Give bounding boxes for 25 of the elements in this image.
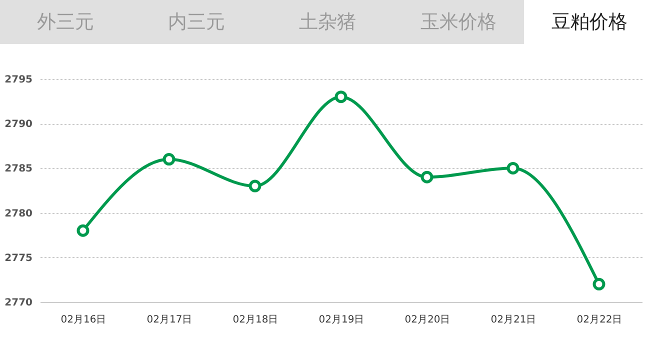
x-tick-label: 02月22日 <box>576 314 622 326</box>
x-tick-label: 02月20日 <box>404 314 450 326</box>
y-tick-label: 2795 <box>4 74 33 86</box>
x-tick-label: 02月21日 <box>490 314 536 326</box>
y-tick-label: 2790 <box>4 119 33 130</box>
point <box>76 224 90 237</box>
text: 土杂猪 <box>298 10 357 35</box>
point <box>420 170 434 184</box>
text: 外三元 <box>36 10 95 35</box>
point <box>334 90 348 104</box>
x-tick-label: 02月17日 <box>146 314 192 326</box>
point <box>162 153 176 166</box>
point <box>506 162 520 174</box>
point <box>592 278 606 290</box>
x-tick-label: 02月19日 <box>318 314 364 326</box>
chart-title: 豆粕价格 <box>524 0 655 44</box>
point <box>248 180 262 192</box>
x-tick-label: 02月18日 <box>232 314 278 326</box>
text: 内三元 <box>167 10 226 35</box>
y-tick-label: 2775 <box>4 252 33 264</box>
text: 玉米价格 <box>420 10 498 35</box>
y-tick-label: 2785 <box>4 164 33 175</box>
y-tick-label: 2770 <box>4 298 33 308</box>
y-tick-label: 2780 <box>4 208 33 220</box>
x-tick-label: 02月16日 <box>60 314 106 326</box>
